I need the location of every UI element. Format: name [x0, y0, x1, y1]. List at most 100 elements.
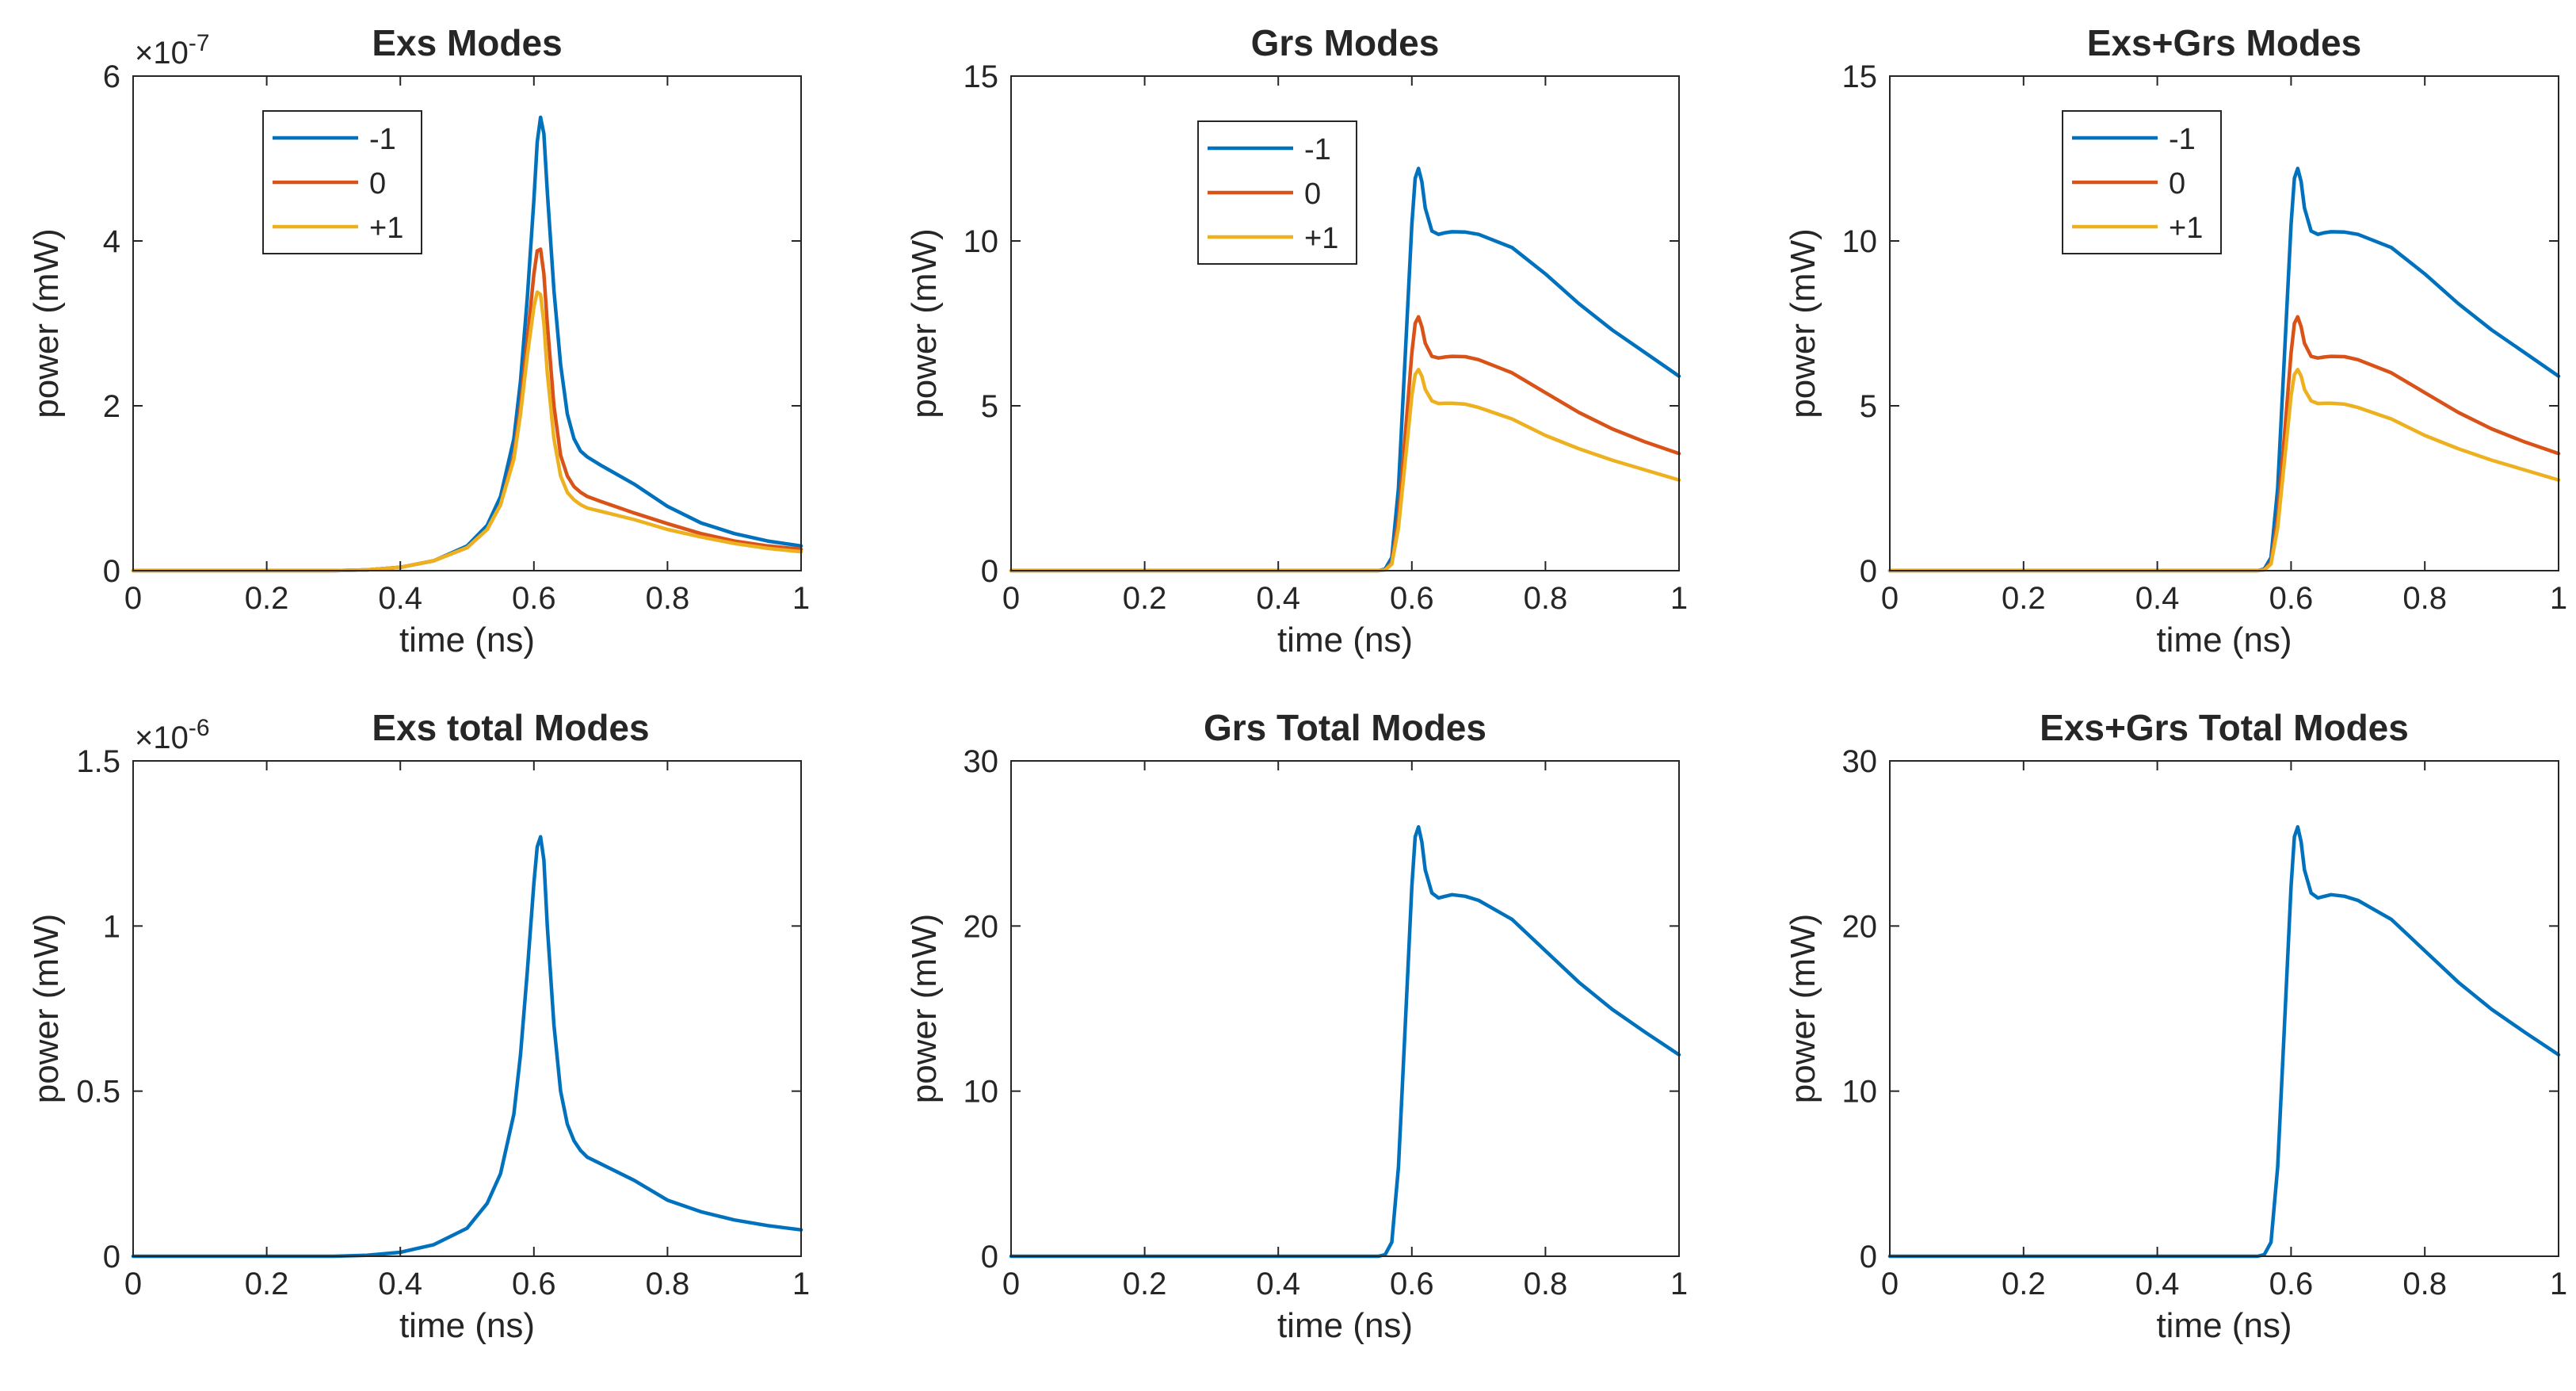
y-tick-label: 2 [103, 389, 120, 424]
axes-frame [1889, 75, 2559, 571]
legend: -1 0 +1 [262, 110, 422, 254]
legend-entry-label: 0 [1304, 178, 1321, 211]
y-tick-label: 5 [981, 389, 998, 424]
x-tick-label: 0.6 [512, 581, 556, 616]
legend: -1 0 +1 [1197, 120, 1357, 265]
y-tick-label: 0 [1860, 1240, 1877, 1274]
y-tick-label: 1 [103, 909, 120, 944]
series-line-total [1887, 825, 2561, 1259]
y-tick-label: 15 [1842, 59, 1878, 94]
x-tick-label: 0 [124, 581, 142, 616]
x-axis-label: time (ns) [1277, 621, 1413, 659]
legend-entry-label: +1 [369, 212, 403, 245]
x-tick-label: 0.8 [646, 1267, 690, 1301]
legend-entry-label: 0 [369, 167, 386, 201]
series-line-+1 [1009, 367, 1681, 573]
legend-entry-label: -1 [2169, 123, 2196, 156]
x-tick-label: 0 [124, 1267, 142, 1301]
plot-area [1890, 761, 2559, 1256]
legend: -1 0 +1 [2062, 110, 2222, 254]
x-tick-label: 0.6 [2269, 1267, 2314, 1301]
axes-frame [132, 760, 802, 1257]
x-tick-label: 0.8 [2402, 581, 2447, 616]
legend-entry-label: +1 [1304, 222, 1338, 255]
x-tick-label: 1 [792, 1267, 810, 1301]
y-tick-label: 0.5 [76, 1075, 120, 1110]
x-tick-label: 0.4 [2135, 581, 2180, 616]
x-axis-label: time (ns) [2156, 1306, 2292, 1345]
x-tick-label: 0.2 [1123, 1267, 1167, 1301]
x-tick-label: 0.6 [512, 1267, 556, 1301]
x-tick-label: 0.2 [245, 581, 289, 616]
chart-title: Exs Modes [372, 22, 562, 63]
y-tick-label: 10 [964, 1075, 999, 1110]
plot-area [1890, 76, 2559, 571]
x-tick-label: 0.4 [1256, 1267, 1300, 1301]
chart-title: Grs Modes [1251, 22, 1440, 63]
legend-entry-label: -1 [1304, 133, 1331, 166]
y-axis-label: power (mW) [27, 228, 66, 418]
x-tick-label: 0 [1002, 581, 1020, 616]
x-tick-label: 1 [2550, 581, 2567, 616]
legend-entry-label: 0 [2169, 167, 2185, 201]
x-axis-label: time (ns) [2156, 621, 2292, 659]
y-tick-label: 10 [964, 224, 999, 259]
y-tick-label: 30 [1842, 744, 1878, 779]
x-axis-label: time (ns) [399, 621, 535, 659]
plot-area [133, 761, 801, 1256]
y-tick-label: 20 [1842, 909, 1878, 944]
x-tick-label: 0.8 [1524, 1267, 1568, 1301]
chart-title: Exs+Grs Modes [2087, 22, 2361, 63]
x-tick-label: 0 [1881, 1267, 1899, 1301]
y-exponent: ×10-7 [135, 30, 210, 71]
x-tick-label: 0 [1881, 581, 1899, 616]
x-tick-label: 0.4 [378, 581, 422, 616]
chart-title: Exs+Grs Total Modes [2040, 707, 2409, 748]
x-tick-label: 0.8 [1524, 581, 1568, 616]
y-tick-label: 1.5 [76, 744, 120, 779]
x-tick-label: 0.4 [2135, 1267, 2180, 1301]
y-tick-label: 20 [964, 909, 999, 944]
y-tick-label: 0 [981, 554, 998, 589]
y-tick-label: 30 [964, 744, 999, 779]
x-tick-label: 0.4 [1256, 581, 1300, 616]
y-exponent-power: -7 [189, 30, 210, 56]
x-tick-label: 0.8 [646, 581, 690, 616]
y-axis-label: power (mW) [27, 914, 66, 1104]
x-tick-label: 0 [1002, 1267, 1020, 1301]
x-tick-label: 0.2 [245, 1267, 289, 1301]
chart-title: Exs total Modes [372, 707, 649, 748]
x-tick-label: 0.2 [2002, 581, 2046, 616]
y-tick-label: 0 [103, 554, 120, 589]
plot-area [133, 76, 801, 571]
series-line--1 [1009, 166, 1681, 573]
x-tick-label: 0.2 [2002, 1267, 2046, 1301]
y-exponent-base: ×10 [135, 720, 189, 755]
axes-frame [1010, 760, 1680, 1257]
plot-area [1011, 761, 1679, 1256]
x-tick-label: 0.8 [2402, 1267, 2447, 1301]
y-tick-label: 0 [981, 1240, 998, 1274]
y-tick-label: 5 [1860, 389, 1877, 424]
axes-frame [1010, 75, 1680, 571]
legend-entry-label: +1 [2169, 212, 2203, 245]
x-tick-label: 0.6 [1390, 1267, 1434, 1301]
y-exponent-power: -6 [189, 715, 210, 741]
series-line-+1 [1887, 367, 2561, 573]
y-exponent: ×10-6 [135, 715, 210, 755]
panel-4: 0 0.2 0.4 0.6 0.8 1 0 0.5 1 1.5 ×10-6 Exs total Mod… [27, 707, 810, 1345]
y-tick-label: 6 [103, 59, 120, 94]
y-tick-label: 4 [103, 224, 120, 259]
x-axis-label: time (ns) [399, 1306, 535, 1345]
x-tick-label: 0.6 [1390, 581, 1434, 616]
x-axis-label: time (ns) [1277, 1306, 1413, 1345]
x-tick-label: 1 [792, 581, 810, 616]
series-line-+1 [131, 290, 803, 573]
legend-entry-label: -1 [369, 123, 396, 156]
y-tick-label: 15 [964, 59, 999, 94]
